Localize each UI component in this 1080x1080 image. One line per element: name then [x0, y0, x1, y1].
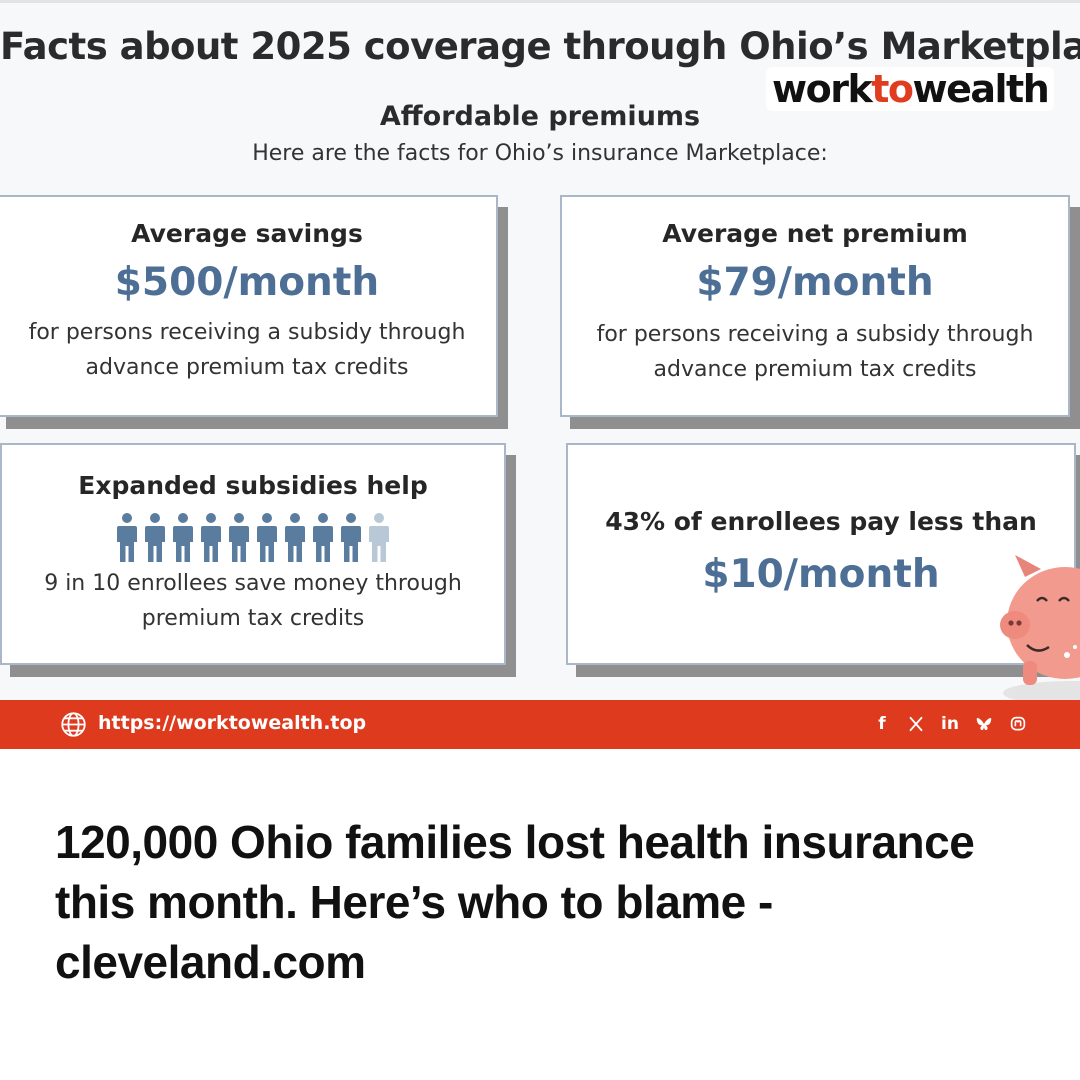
- card-note-line: 9 in 10 enrollees save money through: [44, 571, 462, 596]
- person-icon: [313, 513, 333, 562]
- card-note: 9 in 10 enrollees save money through pre…: [2, 566, 504, 636]
- card-note: for persons receiving a subsidy through …: [562, 317, 1068, 387]
- linkedin-icon[interactable]: in: [941, 714, 959, 734]
- people-icon-row: [2, 512, 504, 564]
- piggy-bank-icon: [1000, 555, 1080, 700]
- person-icon: [201, 513, 221, 562]
- card-note-line: advance premium tax credits: [653, 357, 977, 382]
- card-note-line: premium tax credits: [141, 606, 365, 631]
- globe-icon: [61, 712, 86, 737]
- logo-text-to: to: [871, 67, 914, 111]
- url-footer-bar: https://worktowealth.top f in: [0, 700, 1080, 749]
- card-note-line: advance premium tax credits: [85, 355, 409, 380]
- person-icon: [145, 513, 165, 562]
- infographic-intro: Here are the facts for Ohio’s insurance …: [252, 141, 828, 166]
- card-value: $79/month: [696, 260, 934, 305]
- card-note-line: for persons receiving a subsidy through: [28, 320, 466, 345]
- person-icon: [285, 513, 305, 562]
- facebook-icon[interactable]: f: [878, 714, 886, 734]
- card-value: $500/month: [114, 260, 380, 305]
- card-average-net-premium: Average net premium $79/month for person…: [560, 195, 1070, 417]
- card-heading: Average savings: [131, 219, 363, 248]
- card-enrollees-pay-less: 43% of enrollees pay less than $10/month: [566, 443, 1076, 665]
- brand-logo: worktowealth: [766, 67, 1055, 111]
- bluesky-icon[interactable]: [974, 713, 994, 735]
- card-note: for persons receiving a subsidy through …: [0, 315, 496, 385]
- card-average-savings: Average savings $500/month for persons r…: [0, 195, 498, 417]
- card-heading: Expanded subsidies help: [78, 471, 428, 500]
- infographic-image: Facts about 2025 coverage through Ohio’s…: [0, 0, 1080, 700]
- x-icon[interactable]: [906, 713, 926, 735]
- person-icon: [229, 513, 249, 562]
- logo-text-wealth: wealth: [912, 67, 1050, 111]
- card-value: $10/month: [702, 552, 940, 597]
- card-note-line: for persons receiving a subsidy through: [596, 322, 1034, 347]
- person-icon: [173, 513, 193, 562]
- card-heading: 43% of enrollees pay less than: [605, 507, 1037, 536]
- article-headline[interactable]: 120,000 Ohio families lost health insura…: [55, 816, 975, 988]
- card-heading: Average net premium: [662, 219, 968, 248]
- infographic-title: Facts about 2025 coverage through Ohio’s…: [0, 25, 1080, 68]
- person-icon: [341, 513, 361, 562]
- site-url-link[interactable]: https://worktowealth.top: [98, 712, 367, 734]
- card-expanded-subsidies: Expanded subsidies help 9 in 10 enrollee…: [0, 443, 506, 665]
- person-icon: [257, 513, 277, 562]
- mastodon-icon[interactable]: [1008, 713, 1028, 735]
- logo-text-work: work: [772, 67, 873, 111]
- infographic-subtitle: Affordable premiums: [379, 101, 701, 132]
- social-icon-row: f in: [872, 713, 1028, 735]
- person-icon: [369, 513, 389, 562]
- person-icon: [117, 513, 137, 562]
